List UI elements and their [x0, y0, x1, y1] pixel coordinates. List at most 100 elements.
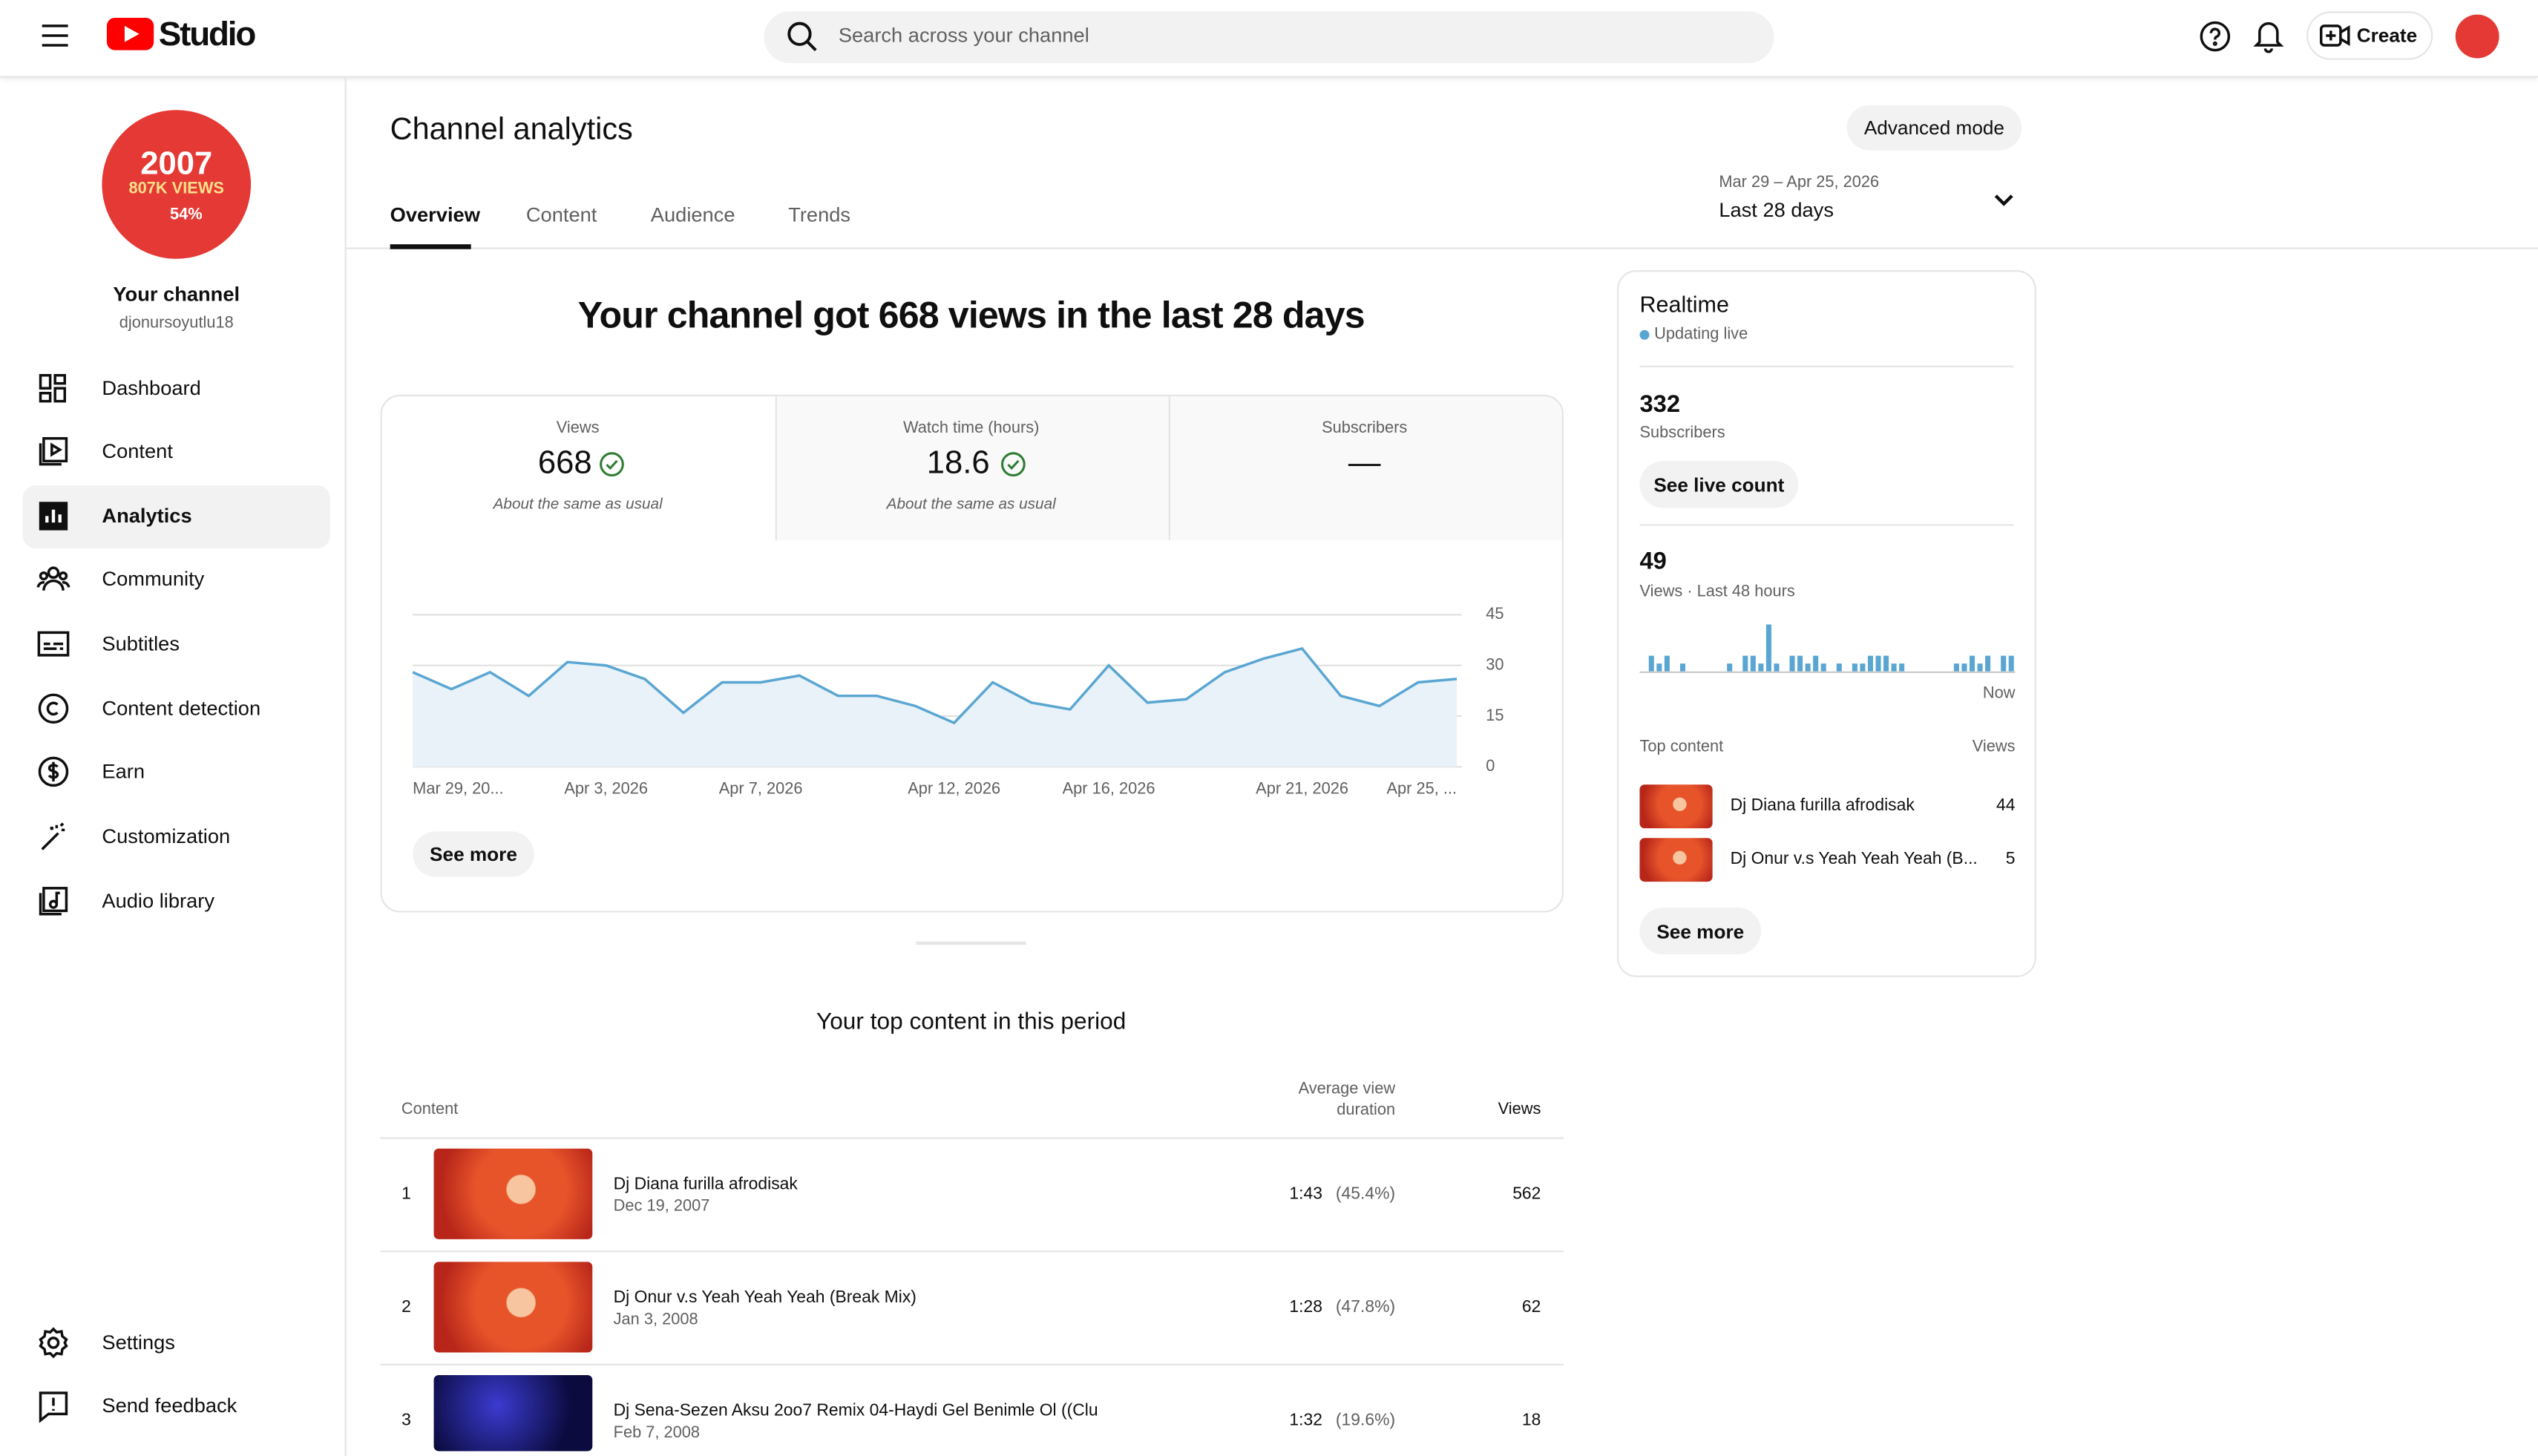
nav-icon[interactable] — [37, 1390, 70, 1423]
nav-item[interactable]: Content detection — [102, 697, 261, 721]
top-content-label: Top content — [1639, 738, 1724, 757]
subscriber-count: 332 — [1639, 390, 1681, 419]
nav-item[interactable]: Content — [102, 439, 173, 463]
tab[interactable]: Trends — [788, 203, 851, 227]
create-icon[interactable] — [2319, 24, 2350, 47]
dropdown-icon[interactable] — [1994, 194, 2013, 207]
sidebar — [0, 77, 347, 1456]
live-dot — [1639, 329, 1650, 340]
tabs-divider — [346, 247, 2538, 249]
duration-percent: (45.4%) — [1335, 1184, 1396, 1204]
see-live-count-button[interactable]: See live count — [1639, 461, 1799, 508]
period-label[interactable]: Last 28 days — [1719, 199, 1834, 222]
see-more-button[interactable]: See more — [1639, 907, 1762, 955]
metric-value[interactable]: — — [1348, 445, 1381, 482]
nav-item[interactable]: Earn — [102, 760, 145, 784]
bar — [1679, 663, 1685, 672]
see-more-button[interactable]: See more — [413, 831, 534, 877]
bar — [1977, 663, 1983, 672]
avatar-text: 2007 — [140, 146, 213, 183]
area-fill — [413, 648, 1457, 767]
metric-value[interactable]: 668 — [537, 445, 592, 482]
tab[interactable]: Content — [525, 203, 597, 227]
metric-label[interactable]: Subscribers — [1322, 419, 1408, 438]
realtime-card — [1616, 270, 2036, 977]
live-status: Updating live — [1654, 326, 1748, 344]
logo-text[interactable]: Studio — [158, 16, 257, 53]
nav-icon[interactable] — [37, 500, 70, 533]
tab[interactable]: Audience — [650, 203, 735, 227]
bar — [1836, 663, 1842, 672]
icon-shape — [45, 509, 62, 523]
metric-label[interactable]: Views — [556, 419, 600, 438]
nav-icon[interactable] — [37, 755, 70, 788]
date-range[interactable]: Mar 29 – Apr 25, 2026 — [1719, 174, 1880, 192]
nav-active-bg — [22, 485, 330, 549]
nav-icon[interactable] — [37, 820, 70, 853]
column-header[interactable]: Average view duration — [1298, 1080, 1396, 1120]
notifications-icon[interactable] — [2253, 19, 2284, 53]
nav-item[interactable]: Audio library — [102, 890, 214, 913]
logo-icon[interactable] — [106, 17, 155, 52]
nav-icon[interactable] — [37, 1327, 70, 1360]
search-placeholder[interactable]: Search across your channel — [838, 24, 1089, 47]
video-title[interactable]: Dj Onur v.s Yeah Yeah Yeah (Break Mix) — [613, 1288, 916, 1308]
nav-icon[interactable] — [37, 692, 70, 725]
nav-icon[interactable] — [37, 435, 70, 468]
tab[interactable]: Overview — [390, 203, 480, 227]
nav-item[interactable]: Analytics — [102, 505, 192, 528]
rank: 3 — [401, 1410, 411, 1431]
thumbnail[interactable] — [433, 1375, 593, 1452]
button-label[interactable]: See live count — [1653, 473, 1785, 496]
video-views: 44 — [1996, 796, 2016, 816]
video-date: Dec 19, 2007 — [613, 1198, 710, 1216]
search-icon[interactable] — [787, 21, 819, 53]
nav-item[interactable]: Subtitles — [102, 632, 180, 655]
button-label[interactable]: See more — [1656, 919, 1745, 942]
metric-label[interactable]: Watch time (hours) — [902, 419, 1040, 438]
column-header[interactable]: Views — [1498, 1101, 1541, 1119]
menu-icon[interactable] — [42, 24, 68, 47]
thumbnail[interactable] — [433, 1148, 593, 1239]
bar — [1805, 663, 1811, 672]
channel-title[interactable]: Your channel — [113, 283, 240, 306]
help-icon[interactable] — [2200, 21, 2231, 52]
search-bar[interactable] — [764, 11, 1774, 64]
icon-shape — [58, 571, 68, 581]
bar — [1765, 624, 1771, 672]
advanced-mode-button[interactable]: Advanced mode — [1846, 105, 2022, 151]
thumbnail[interactable] — [433, 1262, 593, 1353]
video-title[interactable]: Dj Diana furilla afrodisak — [613, 1174, 798, 1194]
video-title[interactable]: Dj Diana furilla afrodisak — [1730, 796, 1915, 816]
video-views: 5 — [2005, 849, 2016, 869]
button-label[interactable]: Advanced mode — [1863, 116, 2005, 140]
nav-item[interactable]: Settings — [102, 1331, 175, 1354]
thumbnail[interactable] — [1639, 784, 1713, 829]
video-title[interactable]: Dj Sena-Sezen Aksu 2oo7 Remix 04-Haydi G… — [613, 1400, 1098, 1421]
avatar-text: 54% — [170, 206, 203, 224]
create-button[interactable] — [2306, 11, 2433, 60]
thumbnail[interactable] — [1639, 838, 1713, 882]
realtime-title: Realtime — [1639, 291, 1729, 318]
x-tick-label: Mar 29, 20... — [413, 779, 503, 798]
icon-shape — [41, 822, 65, 850]
column-header[interactable]: Content — [401, 1101, 459, 1119]
nav-icon[interactable] — [37, 885, 70, 917]
nav-item[interactable]: Community — [102, 568, 205, 591]
nav-icon[interactable] — [37, 628, 70, 660]
metric-value[interactable]: 18.6 — [926, 445, 990, 482]
nav-item[interactable]: Dashboard — [102, 376, 201, 400]
button-label[interactable]: See more — [430, 842, 517, 866]
nav-icon[interactable] — [37, 372, 70, 404]
icon-shape — [43, 642, 64, 650]
headline: Your channel got 668 views in the last 2… — [577, 293, 1365, 336]
create-label[interactable]: Create — [2356, 24, 2418, 47]
nav-item[interactable]: Customization — [102, 824, 231, 848]
video-title[interactable]: Dj Onur v.s Yeah Yeah Yeah (B... — [1730, 849, 1978, 869]
channel-avatar[interactable] — [102, 110, 252, 259]
icon-shape — [47, 566, 60, 580]
account-avatar[interactable] — [2455, 14, 2499, 59]
bar — [1774, 663, 1780, 672]
nav-item[interactable]: Send feedback — [102, 1394, 237, 1417]
nav-icon[interactable] — [36, 563, 70, 596]
